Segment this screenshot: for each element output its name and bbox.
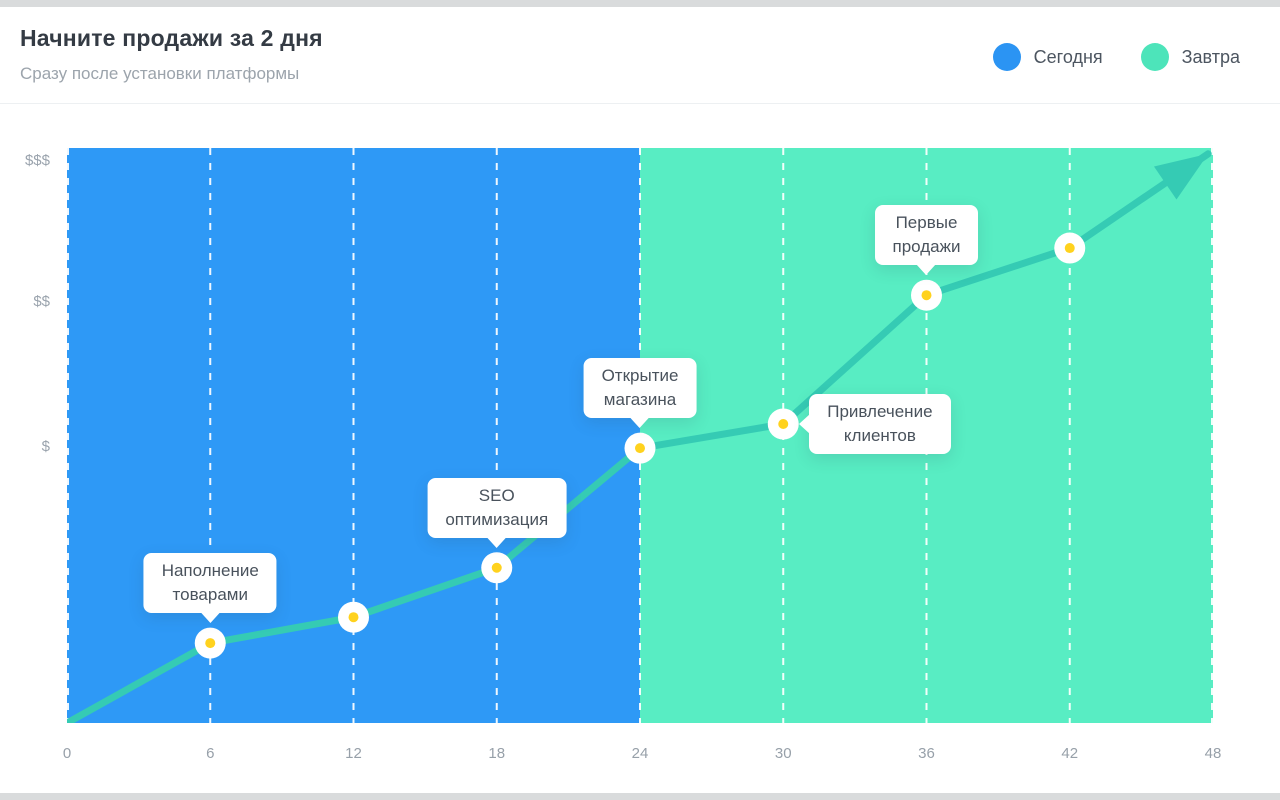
- data-point-center: [205, 638, 216, 649]
- annotation-text: Открытие: [601, 366, 679, 386]
- annotation-tooltip: Первые продажи: [874, 205, 979, 276]
- x-axis-label: 12: [345, 745, 362, 762]
- tooltip-pointer-icon: [799, 414, 811, 434]
- annotation-tooltip: Наполнение товарами: [143, 553, 277, 624]
- annotation-text: SEO: [478, 485, 515, 505]
- annotation-text: Привлечение: [827, 402, 933, 421]
- data-point-center: [1064, 243, 1075, 254]
- data-point-center: [491, 562, 502, 573]
- annotation-text: товарами: [172, 585, 248, 605]
- annotation-text: продажи: [892, 237, 961, 257]
- x-axis-label: 42: [1061, 745, 1079, 762]
- bottom-edge: [0, 793, 1280, 800]
- annotation-text: Наполнение: [161, 561, 259, 581]
- chart-svg: [67, 148, 1213, 723]
- tooltip-pointer-icon: [629, 417, 650, 429]
- legend-item-tomorrow: Завтра: [1140, 43, 1240, 71]
- x-axis-label: 18: [488, 745, 506, 762]
- annotation-text: оптимизация: [445, 509, 549, 529]
- page-subtitle: Сразу после установки платформы: [20, 64, 300, 83]
- annotation-tooltip: SEO оптимизация: [427, 477, 567, 548]
- tooltip-pointer-icon: [916, 264, 937, 276]
- annotation-text: Первые: [895, 213, 958, 233]
- legend-label-today: Сегодня: [1033, 46, 1103, 67]
- data-point-center: [635, 443, 645, 454]
- tooltip-pointer-icon: [486, 536, 507, 548]
- y-axis-label: $: [41, 438, 50, 455]
- annotation-tooltip: Открытие магазина: [583, 358, 697, 429]
- x-axis-label: 30: [774, 745, 792, 762]
- data-point-center: [921, 290, 932, 301]
- tooltip-pointer-icon: [200, 612, 221, 624]
- header-divider: [0, 103, 1280, 104]
- tomorrow-dot-icon: [1140, 43, 1169, 71]
- page-title: Начните продажи за 2 дня: [20, 25, 323, 51]
- legend: Сегодня Завтра: [992, 43, 1240, 71]
- today-dot-icon: [992, 43, 1021, 71]
- annotation-text: клиентов: [843, 426, 916, 445]
- legend-label-tomorrow: Завтра: [1181, 46, 1240, 67]
- x-axis-label: 24: [631, 745, 649, 762]
- sales-growth-chart: [67, 148, 1213, 723]
- x-axis-label: 0: [62, 745, 72, 762]
- annotation-tooltip: Привлечение клиентов: [799, 394, 951, 454]
- arrow-head-icon: [1153, 153, 1209, 200]
- top-edge: [0, 0, 1280, 7]
- x-axis-label: 48: [1204, 745, 1222, 762]
- data-point-center: [778, 419, 789, 429]
- legend-item-today: Сегодня: [992, 43, 1103, 71]
- data-point-center: [348, 612, 359, 623]
- y-axis-label: $$: [33, 293, 50, 311]
- annotation-text: магазина: [603, 390, 677, 410]
- x-axis-label: 36: [918, 745, 935, 762]
- x-axis-label: 6: [206, 745, 215, 762]
- y-axis-label: $$$: [24, 152, 50, 170]
